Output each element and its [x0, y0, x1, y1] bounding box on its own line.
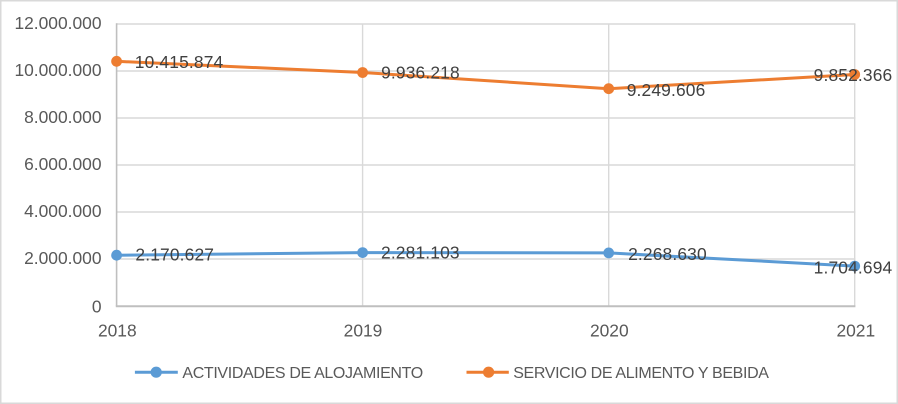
svg-text:1.704.694: 1.704.694 — [814, 258, 893, 278]
svg-text:10.415.874: 10.415.874 — [135, 52, 224, 72]
svg-text:2021: 2021 — [836, 320, 875, 340]
svg-text:4.000.000: 4.000.000 — [24, 201, 101, 221]
svg-text:SERVICIO DE ALIMENTO Y BEBIDA: SERVICIO DE ALIMENTO Y BEBIDA — [513, 365, 769, 382]
svg-text:12.000.000: 12.000.000 — [14, 13, 101, 33]
svg-text:9.249.606: 9.249.606 — [627, 80, 706, 100]
svg-text:2.000.000: 2.000.000 — [24, 248, 101, 268]
svg-text:2019: 2019 — [344, 320, 383, 340]
svg-text:2020: 2020 — [590, 320, 629, 340]
svg-text:9.936.218: 9.936.218 — [381, 63, 460, 83]
svg-text:10.000.000: 10.000.000 — [14, 60, 101, 80]
svg-text:9.852.366: 9.852.366 — [814, 65, 893, 85]
svg-text:0: 0 — [92, 296, 102, 316]
svg-text:2.268.630: 2.268.630 — [628, 244, 707, 264]
svg-text:2.281.103: 2.281.103 — [381, 243, 460, 263]
svg-text:ACTIVIDADES DE ALOJAMIENTO: ACTIVIDADES DE ALOJAMIENTO — [182, 365, 422, 382]
svg-text:2.170.627: 2.170.627 — [135, 245, 214, 265]
svg-text:8.000.000: 8.000.000 — [24, 107, 101, 127]
svg-text:2018: 2018 — [98, 320, 137, 340]
svg-text:6.000.000: 6.000.000 — [24, 154, 101, 174]
